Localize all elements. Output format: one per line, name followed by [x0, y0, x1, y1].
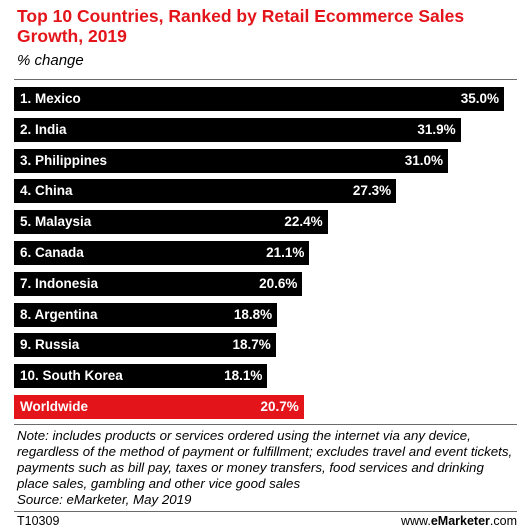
chart-code: T10309 — [17, 514, 60, 528]
bar-category-label: 3. Philippines — [20, 152, 108, 168]
bar-1: 1. Mexico 35.0% — [14, 87, 504, 111]
bar-value-label: 22.4% — [284, 214, 323, 230]
bar-category-label: 10. South Korea — [20, 368, 123, 384]
bar-3: 3. Philippines 31.0% — [14, 148, 448, 173]
bar-category-label: 1. Mexico — [20, 91, 81, 106]
bar-value-label: 18.8% — [233, 306, 273, 322]
bar-5: 5. Malaysia 22.4% — [14, 210, 328, 235]
bar-10: 10. South Korea 18.1% — [14, 364, 268, 389]
bar-4: 4. China 27.3% — [14, 179, 397, 204]
bar-value-label: 27.3% — [352, 183, 392, 199]
bar-6: 6. Canada 21.1% — [14, 241, 310, 265]
bar-8: 8. Argentina 18.8% — [14, 302, 278, 327]
bar-value-label: 20.6% — [259, 275, 298, 291]
top-rule — [14, 79, 517, 80]
chart-subtitle: % change — [17, 52, 84, 69]
bar-9: 9. Russia 18.7% — [14, 333, 276, 358]
bar-category-label: 4. China — [20, 183, 73, 199]
bar-value-label: 35.0% — [460, 91, 499, 106]
bar-value-label: 20.7% — [260, 399, 299, 414]
note-rule — [14, 424, 517, 425]
bar-category-label: 6. Canada — [20, 245, 84, 260]
bar-value-label: 18.7% — [232, 337, 271, 353]
note-text: Note: includes products or services orde… — [17, 428, 513, 491]
site-prefix: www. — [400, 514, 431, 528]
bar-value-label: 31.9% — [417, 121, 456, 137]
site-brand: eMarketer — [430, 514, 490, 528]
bar-worldwide: Worldwide 20.7% — [14, 395, 304, 419]
source-text: Source: eMarketer, May 2019 — [17, 492, 192, 507]
bar-category-label: 9. Russia — [20, 337, 80, 353]
bar-category-label: 8. Argentina — [20, 306, 98, 322]
bar-value-label: 31.0% — [404, 152, 443, 168]
site-url: www.eMarketer.com — [401, 514, 517, 528]
bar-category-label: Worldwide — [20, 399, 89, 414]
bar-category-label: 7. Indonesia — [20, 275, 99, 291]
bar-category-label: 5. Malaysia — [20, 214, 92, 230]
bar-category-label: 2. India — [20, 121, 67, 137]
bar-7: 7. Indonesia 20.6% — [14, 271, 303, 296]
bar-value-label: 18.1% — [224, 368, 263, 384]
site-suffix: .com — [489, 514, 517, 528]
chart-title: Top 10 Countries, Ranked by Retail Ecomm… — [17, 6, 465, 46]
footer-rule — [14, 511, 517, 512]
bar-2: 2. India 31.9% — [14, 117, 461, 142]
chart-note: Note: includes products or services orde… — [17, 428, 517, 508]
bar-value-label: 21.1% — [266, 245, 305, 260]
